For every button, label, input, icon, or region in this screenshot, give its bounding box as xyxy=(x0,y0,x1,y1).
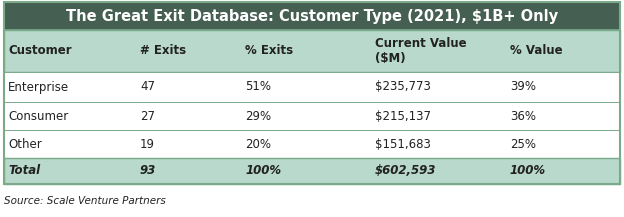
Text: $235,773: $235,773 xyxy=(375,81,431,94)
Text: % Value: % Value xyxy=(510,44,563,58)
Text: 100%: 100% xyxy=(510,164,546,178)
Text: 47: 47 xyxy=(140,81,155,94)
Text: 36%: 36% xyxy=(510,110,536,123)
Text: 29%: 29% xyxy=(245,110,271,123)
FancyBboxPatch shape xyxy=(4,158,620,184)
Text: Customer: Customer xyxy=(8,44,72,58)
Text: 19: 19 xyxy=(140,138,155,151)
Text: $602,593: $602,593 xyxy=(375,164,436,178)
Text: Enterprise: Enterprise xyxy=(8,81,69,94)
Text: The Great Exit Database: Customer Type (2021), $1B+ Only: The Great Exit Database: Customer Type (… xyxy=(66,8,558,23)
Text: Current Value
($M): Current Value ($M) xyxy=(375,37,467,65)
Text: 27: 27 xyxy=(140,110,155,123)
Text: Total: Total xyxy=(8,164,40,178)
Text: $215,137: $215,137 xyxy=(375,110,431,123)
Text: # Exits: # Exits xyxy=(140,44,186,58)
Text: $151,683: $151,683 xyxy=(375,138,431,151)
Text: 51%: 51% xyxy=(245,81,271,94)
FancyBboxPatch shape xyxy=(4,30,620,72)
FancyBboxPatch shape xyxy=(4,130,620,158)
Text: 93: 93 xyxy=(140,164,156,178)
FancyBboxPatch shape xyxy=(4,2,620,30)
Text: Other: Other xyxy=(8,138,42,151)
Text: Consumer: Consumer xyxy=(8,110,68,123)
Text: 39%: 39% xyxy=(510,81,536,94)
Text: 25%: 25% xyxy=(510,138,536,151)
Text: Source: Scale Venture Partners: Source: Scale Venture Partners xyxy=(4,196,166,206)
Text: 100%: 100% xyxy=(245,164,281,178)
FancyBboxPatch shape xyxy=(4,72,620,102)
Text: % Exits: % Exits xyxy=(245,44,293,58)
FancyBboxPatch shape xyxy=(4,102,620,130)
Text: 20%: 20% xyxy=(245,138,271,151)
